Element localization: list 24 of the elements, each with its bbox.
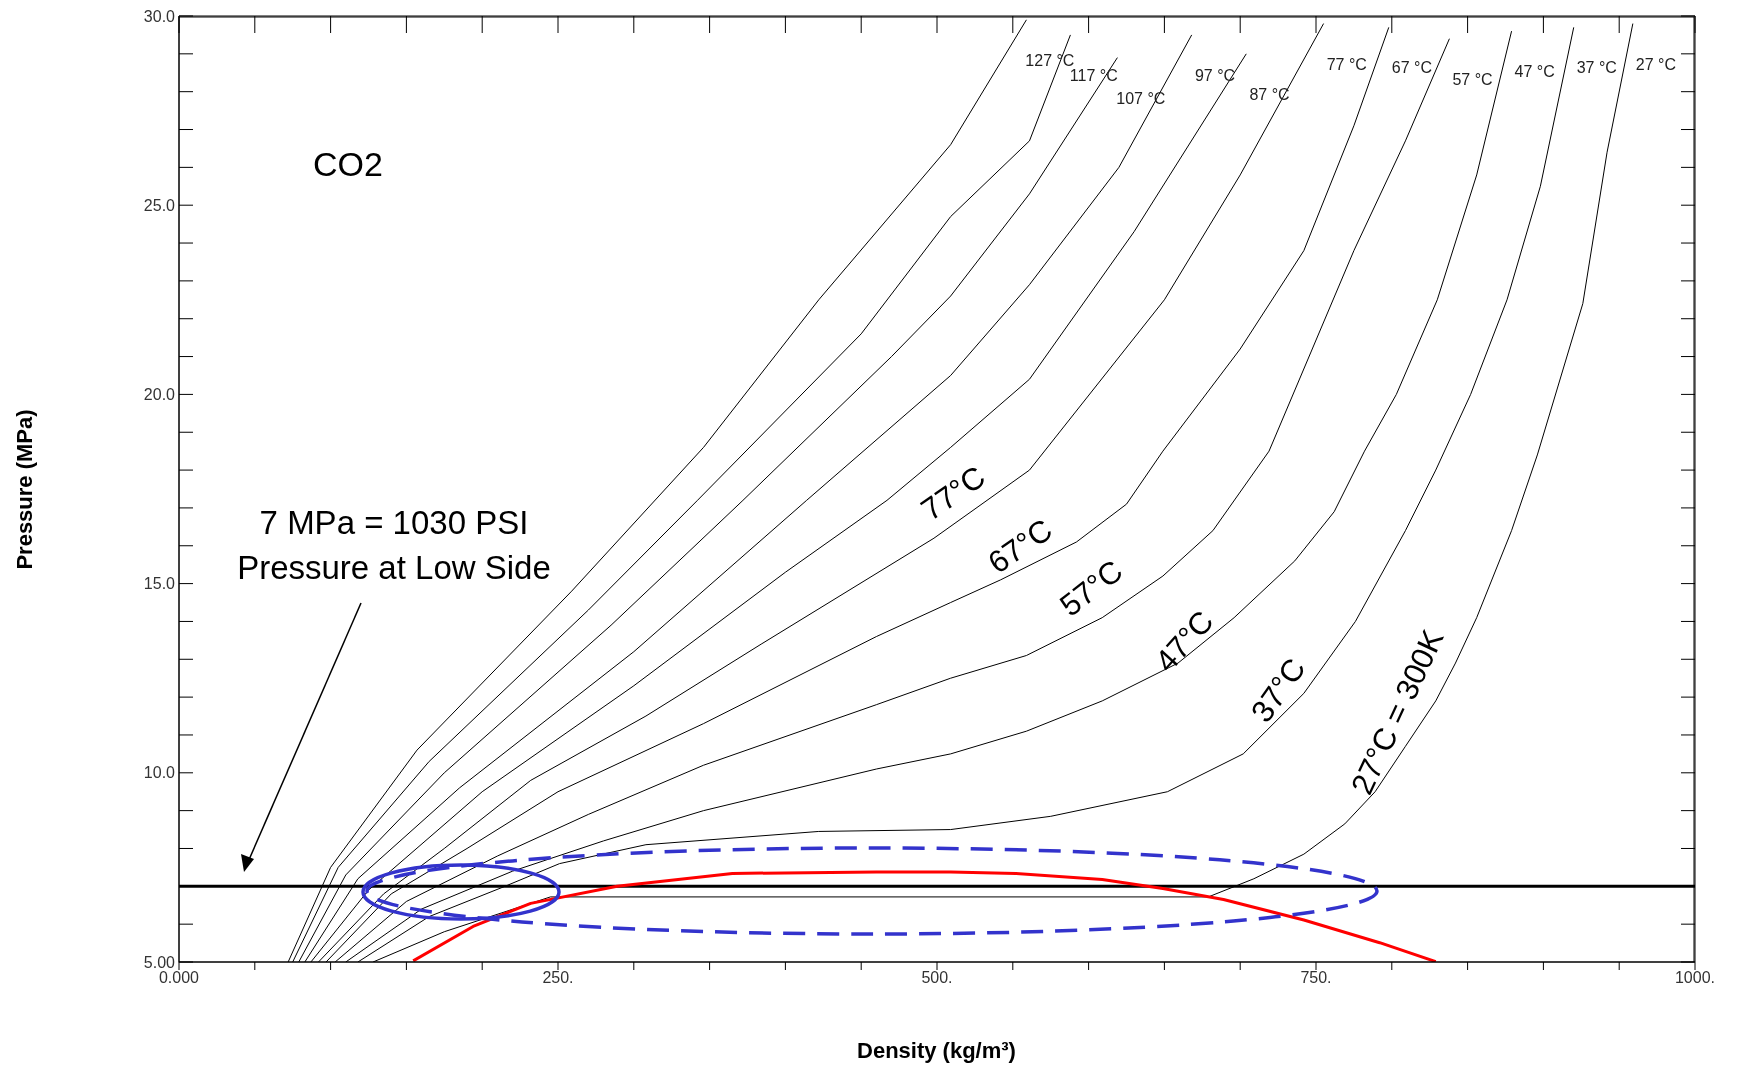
- y-tick-label: 5.00: [143, 953, 176, 971]
- x-tick-label: 0.000: [158, 969, 200, 987]
- y-tick-label: 25.0: [143, 196, 176, 214]
- y-axis-title: Pressure (MPa): [12, 409, 37, 570]
- line-series: [411, 870, 1438, 962]
- y-tick-label: 20.0: [143, 386, 176, 404]
- x-tick-label: 750.: [1300, 969, 1332, 987]
- annotation: 7 MPa = 1030 PSI Pressure at Low Side: [237, 503, 551, 586]
- x-tick-label: 1000.: [1674, 969, 1716, 987]
- series-label: 77 °C: [1326, 55, 1367, 73]
- x-tick-label: 250.: [542, 969, 574, 987]
- legend-label: 27 °C: [1635, 55, 1676, 73]
- y-tick-label: 30.0: [143, 7, 176, 25]
- series-label: 37 °C: [1576, 59, 1617, 77]
- x-tick-label: 500.: [921, 969, 953, 987]
- series-label: 47 °C: [1514, 63, 1555, 81]
- series-label: 97 °C: [1194, 66, 1236, 84]
- y-tick-label: 10.0: [143, 764, 176, 782]
- text: CO2: [313, 144, 383, 183]
- series-label: 67 °C: [1391, 59, 1433, 77]
- series-label: 57 °C: [1452, 70, 1493, 88]
- x-axis-title: Density (kg/m³): [857, 1038, 1016, 1063]
- y-tick-label: 15.0: [143, 575, 176, 593]
- annotation: 27°C = 300K: [1344, 624, 1451, 800]
